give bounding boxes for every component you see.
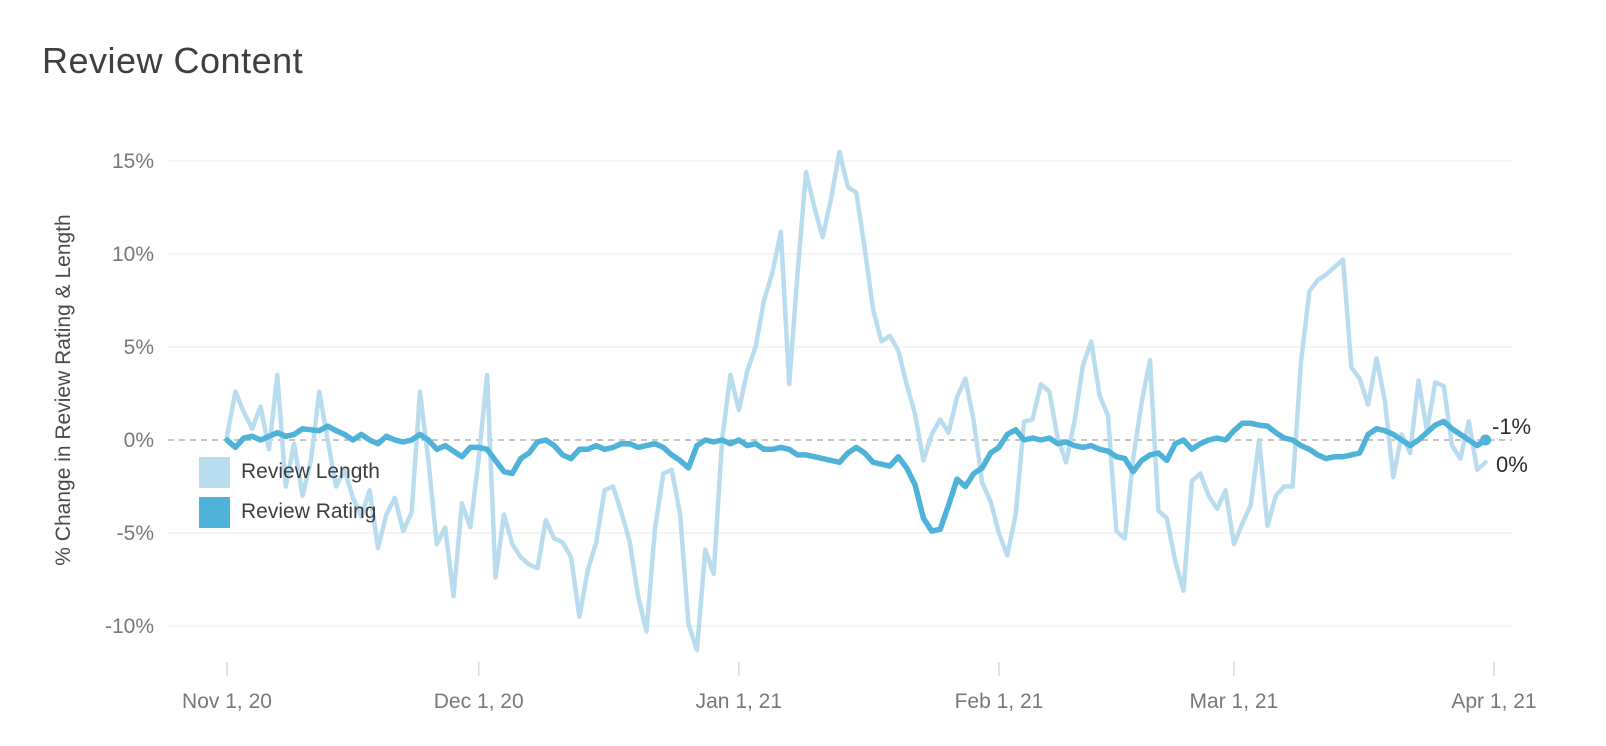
- y-tick-label: -5%: [117, 522, 154, 545]
- x-tick-label: Apr 1, 21: [1451, 690, 1536, 713]
- legend-label-review-length: Review Length: [241, 460, 380, 483]
- page-title: Review Content: [42, 40, 304, 81]
- rating-end-dot: [1480, 434, 1492, 446]
- y-tick-label: 10%: [112, 243, 154, 266]
- y-tick-label: 0%: [124, 429, 154, 452]
- end-value-label: -1%: [1492, 414, 1531, 439]
- legend-item-review-length[interactable]: Review Length: [199, 456, 380, 488]
- y-tick-label: -10%: [105, 615, 154, 638]
- review-length-swatch: [199, 456, 230, 488]
- series-line-review-rating: [224, 418, 1489, 534]
- x-tick-label: Mar 1, 21: [1190, 690, 1279, 713]
- x-tick-label: Feb 1, 21: [955, 690, 1044, 713]
- series-line-review-length: [224, 149, 1488, 653]
- legend-item-review-rating[interactable]: Review Rating: [199, 496, 380, 528]
- y-tick-label: 5%: [124, 336, 154, 359]
- x-tick-label: Nov 1, 20: [182, 690, 272, 713]
- x-tick-label: Jan 1, 21: [696, 690, 782, 713]
- review-rating-swatch: [199, 496, 230, 528]
- x-tick-label: Dec 1, 20: [434, 690, 524, 713]
- legend: Review Length Review Rating: [199, 456, 380, 536]
- end-value-label: 0%: [1496, 452, 1528, 477]
- legend-label-review-rating: Review Rating: [241, 500, 377, 523]
- y-tick-label: 15%: [112, 150, 154, 173]
